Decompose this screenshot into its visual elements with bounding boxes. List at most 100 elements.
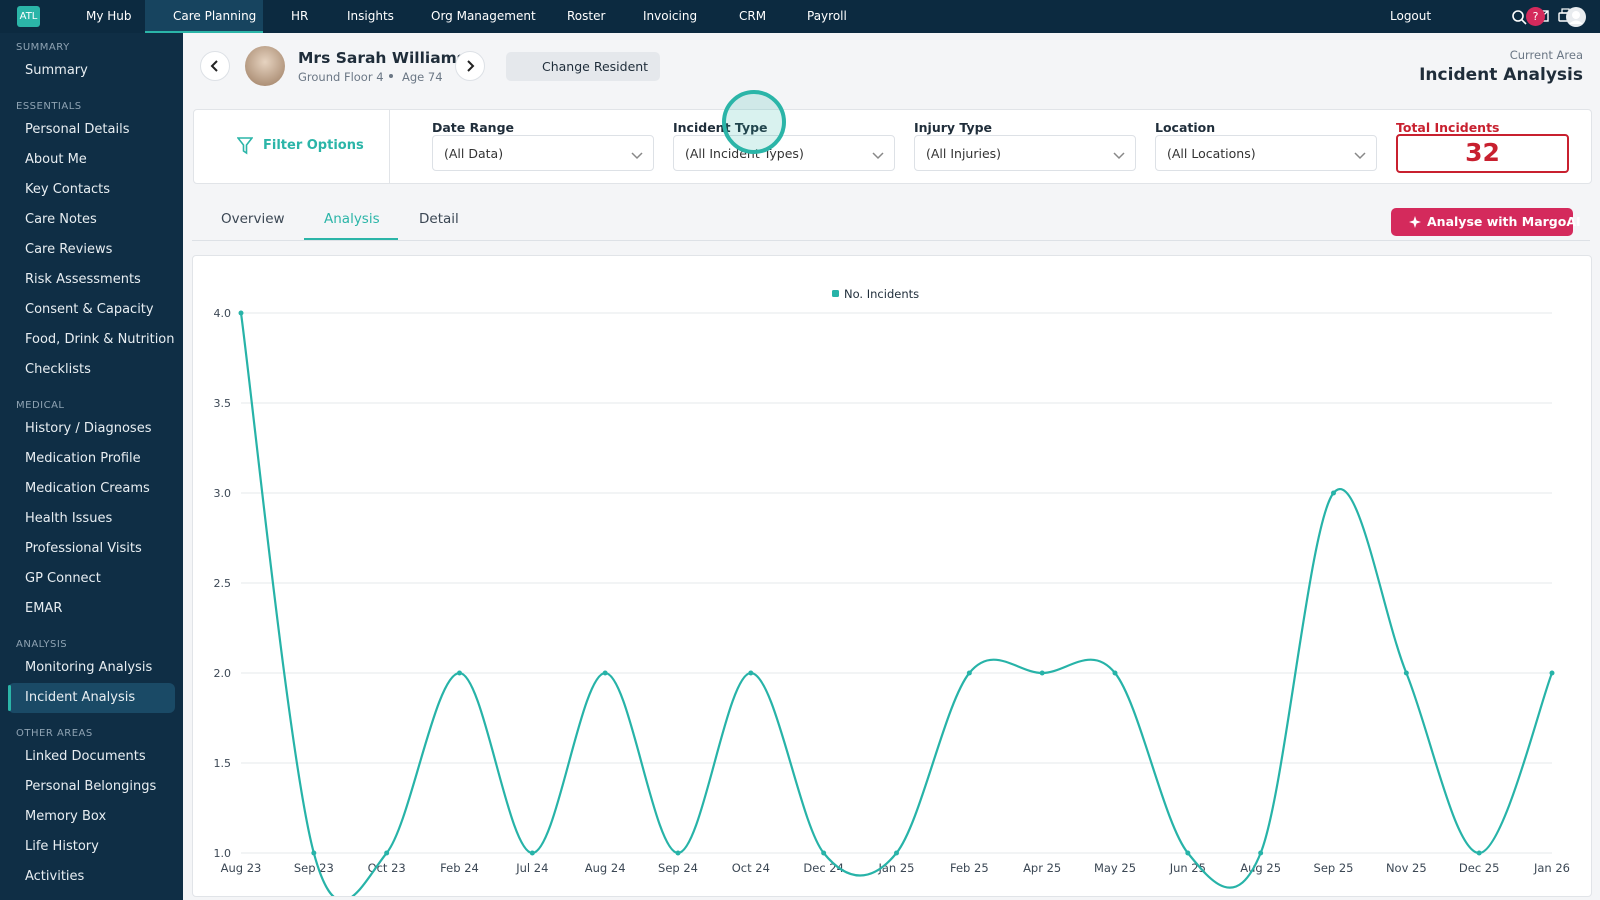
sidebar-item[interactable]: Activities: [25, 869, 85, 884]
x-tick-label: Sep 24: [658, 861, 698, 875]
tab[interactable]: Detail: [419, 211, 459, 227]
sidebar-item[interactable]: Consent & Capacity: [25, 302, 154, 317]
x-tick-label: Jul 24: [515, 861, 548, 875]
x-tick-label: Nov 25: [1386, 861, 1427, 875]
data-point: [821, 850, 827, 856]
total-label: Total Incidents: [1396, 120, 1500, 135]
sidebar-item[interactable]: About Me: [25, 152, 87, 167]
sidebar-item[interactable]: EMAR: [25, 601, 63, 616]
top-bar: ATL My Hub Care Planning HR Insights Org Mana…: [0, 0, 1600, 33]
change-resident-button[interactable]: Change Resident: [506, 52, 660, 81]
nav-item[interactable]: Care Planning: [173, 9, 257, 23]
legend-swatch: [832, 290, 839, 297]
y-tick-label: 1.0: [214, 847, 232, 860]
filter-select[interactable]: (All Injuries): [914, 135, 1136, 171]
legend-label: No. Incidents: [844, 287, 919, 301]
sidebar-item[interactable]: Professional Visits: [25, 541, 142, 556]
data-point: [384, 850, 390, 856]
filter-label: Injury Type: [914, 120, 993, 135]
y-tick-label: 3.5: [214, 397, 232, 410]
sidebar-item[interactable]: Life History: [25, 839, 99, 854]
tab[interactable]: Analysis: [324, 211, 380, 227]
nav-item[interactable]: Org Management: [431, 9, 536, 23]
y-tick-label: 2.0: [214, 667, 232, 680]
total-box: 32: [1396, 134, 1569, 173]
sidebar-item[interactable]: Care Reviews: [25, 242, 113, 257]
sidebar-item[interactable]: Health Issues: [25, 511, 113, 526]
next-button[interactable]: [455, 51, 485, 81]
x-tick-label: Oct 24: [732, 861, 770, 875]
x-tick-label: May 25: [1094, 861, 1136, 875]
sidebar-item[interactable]: Memory Box: [25, 809, 107, 824]
current-area: Incident Analysis: [1419, 65, 1583, 85]
logo[interactable]: ATL: [17, 6, 40, 27]
sidebar-item[interactable]: GP Connect: [25, 571, 101, 586]
resident-location: Ground Floor 4: [298, 70, 384, 84]
data-point: [529, 850, 535, 856]
sidebar-item[interactable]: Medication Profile: [25, 451, 141, 466]
active-item-bg: [8, 683, 175, 713]
resident-photo: [245, 46, 285, 86]
data-point: [748, 670, 754, 676]
sidebar-item[interactable]: Personal Details: [25, 122, 130, 137]
sidebar-item[interactable]: History / Diagnoses: [25, 421, 152, 436]
resident-name: Mrs Sarah Williams: [298, 49, 467, 67]
filter-select[interactable]: (All Data): [432, 135, 654, 171]
y-tick-label: 1.5: [214, 757, 232, 770]
divider: [389, 110, 390, 183]
nav-item[interactable]: Insights: [347, 9, 394, 23]
data-point: [238, 310, 244, 316]
sidebar-item[interactable]: Food, Drink & Nutrition: [25, 332, 175, 347]
active-tab-bg: [145, 0, 263, 33]
user-avatar[interactable]: [1565, 6, 1587, 28]
sidebar-item[interactable]: Linked Documents: [25, 749, 146, 764]
x-tick-label: Feb 24: [440, 861, 479, 875]
nav-item[interactable]: My Hub: [86, 9, 132, 23]
data-point: [1403, 670, 1409, 676]
ai-button[interactable]: Analyse with MargoAI: [1391, 208, 1581, 236]
section-title: SUMMARY: [16, 42, 70, 53]
filter-options[interactable]: Filter Options: [263, 138, 364, 153]
x-tick-label: Apr 25: [1023, 861, 1061, 875]
sidebar-item[interactable]: Medication Creams: [25, 481, 150, 496]
nav-item[interactable]: HR: [291, 9, 309, 23]
chevron: [1354, 148, 1366, 163]
section-title: ESSENTIALS: [16, 101, 82, 112]
section-title: OTHER AREAS: [16, 728, 93, 739]
sidebar-item[interactable]: Monitoring Analysis: [25, 660, 153, 675]
filter-card: Filter Options Date Range (All Data) Incide…: [193, 109, 1592, 184]
nav-item[interactable]: Payroll: [807, 9, 847, 23]
active-marker: [8, 685, 11, 711]
nav-item[interactable]: CRM: [739, 9, 767, 23]
tab[interactable]: Overview: [221, 211, 285, 227]
filter-select[interactable]: (All Locations): [1155, 135, 1377, 171]
active-tab-underline: [304, 238, 398, 240]
back-button[interactable]: [200, 51, 230, 81]
section-title: ANALYSIS: [16, 639, 68, 650]
chevron: [1113, 148, 1125, 163]
sidebar-item[interactable]: Key Contacts: [25, 182, 111, 197]
nav-item[interactable]: Roster: [567, 9, 606, 23]
data-point: [602, 670, 608, 676]
section-title: MEDICAL: [16, 400, 65, 411]
sidebar-item[interactable]: Incident Analysis: [25, 690, 136, 705]
sidebar-item[interactable]: Checklists: [25, 362, 91, 377]
chart-card: 1.0 1.5 2.0 2.5 3.0 3.5 4.0 Aug 23 Sep 23 Oct 23 F…: [192, 255, 1592, 900]
filter-select[interactable]: (All Incident Types): [673, 135, 895, 171]
sidebar-item[interactable]: Risk Assessments: [25, 272, 141, 287]
data-point: [311, 850, 317, 856]
x-tick-label: Feb 25: [950, 861, 989, 875]
sidebar-item[interactable]: Summary: [25, 63, 88, 78]
help-button[interactable]: ?: [1526, 7, 1545, 26]
sidebar-item[interactable]: Care Notes: [25, 212, 97, 227]
logout[interactable]: Logout: [1390, 9, 1432, 23]
sparkle: [1409, 216, 1421, 231]
data-point: [1039, 670, 1045, 676]
nav-item[interactable]: Invoicing: [643, 9, 698, 23]
data-point: [894, 850, 899, 856]
resident-age: Age 74: [402, 70, 443, 84]
data-point: [1112, 670, 1118, 676]
x-tick-label: Sep 23: [294, 861, 334, 875]
sidebar-item[interactable]: Personal Belongings: [25, 779, 157, 794]
